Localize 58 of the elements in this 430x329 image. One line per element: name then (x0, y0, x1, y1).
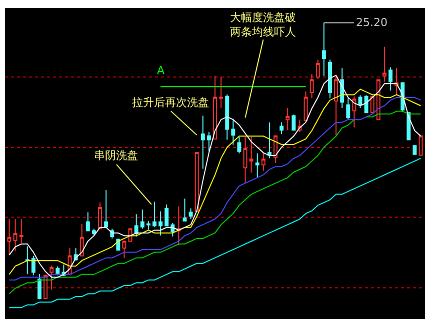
candlestick (25, 246, 30, 275)
candlestick (231, 120, 236, 146)
candlestick (255, 152, 260, 178)
candlestick (206, 132, 211, 152)
candlestick (328, 59, 332, 99)
candlestick (140, 208, 144, 230)
candlestick (267, 122, 272, 159)
candlestick (80, 223, 84, 256)
candlestick (280, 122, 284, 134)
annotation: 大幅度洗盘破两条均线吓人 (230, 11, 296, 38)
candlestick (56, 266, 60, 276)
candlestick (152, 201, 156, 228)
candlestick (310, 73, 314, 99)
series-label: A (157, 64, 165, 77)
candlestick (286, 107, 290, 131)
candlestick (50, 265, 54, 290)
candlestick (182, 198, 187, 222)
candlestick (86, 212, 90, 232)
annotation: 25.20 (356, 16, 388, 29)
candlestick (322, 22, 326, 76)
candlestick (146, 220, 150, 230)
candlestick (274, 135, 278, 164)
candlestick (261, 152, 266, 172)
candlestick (92, 228, 96, 236)
candlestick (13, 218, 18, 252)
candlestick (334, 76, 338, 136)
candlestick (316, 59, 320, 80)
candlestick (370, 96, 374, 114)
candlestick (219, 76, 224, 108)
candlestick (213, 75, 217, 140)
candlestick (19, 218, 24, 244)
candlestick (38, 274, 42, 300)
candlestick (412, 145, 417, 155)
candlestick (98, 202, 102, 230)
candlestick (249, 136, 254, 174)
candlestick (237, 136, 242, 154)
candlestick (134, 214, 138, 238)
candlestick (104, 190, 108, 228)
candlestick (304, 90, 308, 123)
candlestick (364, 94, 368, 114)
candlestick (346, 98, 350, 120)
annotation: 串阴洗盘 (94, 149, 138, 162)
candlestick (158, 210, 163, 236)
candlestick (225, 94, 230, 140)
candlestick (164, 204, 169, 226)
candlestick (352, 96, 356, 128)
candlestick (31, 255, 36, 276)
candlestick (292, 114, 296, 131)
candlestick (188, 208, 193, 220)
candlestick (122, 240, 126, 258)
candlestick (382, 46, 386, 82)
candlestick (44, 274, 48, 299)
candlestick (176, 206, 181, 246)
annotation: 拉升后再次洗盘 (132, 96, 209, 109)
candlestick (194, 152, 199, 212)
candlestick (388, 66, 392, 92)
candlestick (243, 136, 248, 184)
candlestick (200, 115, 205, 170)
